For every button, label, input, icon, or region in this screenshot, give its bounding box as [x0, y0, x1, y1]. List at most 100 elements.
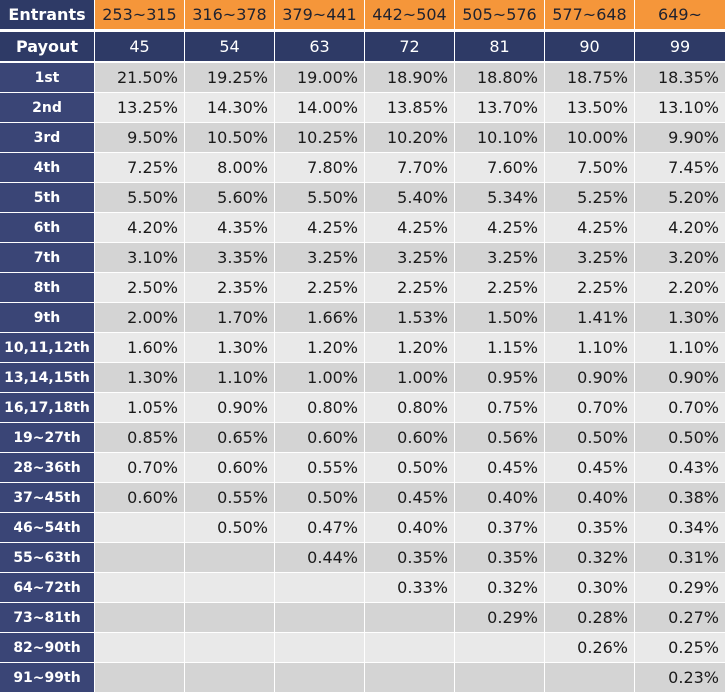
payout-percentage: 0.90%: [185, 393, 275, 423]
payout-percentage: 1.05%: [95, 393, 185, 423]
payout-percentage: 4.35%: [185, 213, 275, 243]
payout-percentage: 14.00%: [275, 93, 365, 123]
payout-percentage: 4.25%: [455, 213, 545, 243]
payout-percentage: 7.45%: [635, 153, 725, 183]
payout-percentage: 5.50%: [95, 183, 185, 213]
payout-percentage: 0.70%: [95, 453, 185, 483]
place-label: 9th: [0, 303, 95, 333]
payout-percentage: 3.25%: [455, 243, 545, 273]
table-row: 2nd 13.25% 14.30% 14.00% 13.85% 13.70% 13.50% 1…: [0, 93, 725, 123]
place-label: 1st: [0, 63, 95, 93]
payout-percentage: 9.90%: [635, 123, 725, 153]
place-label: 10,11,12th: [0, 333, 95, 363]
payout-percentage: 0.60%: [275, 423, 365, 453]
payout-percentage: 4.20%: [635, 213, 725, 243]
payout-percentage: 0.90%: [635, 363, 725, 393]
payout-percentage: 0.50%: [365, 453, 455, 483]
payout-percentage: 0.60%: [365, 423, 455, 453]
payout-percentage: 10.00%: [545, 123, 635, 153]
payout-percentage: 21.50%: [95, 63, 185, 93]
payout-percentage: 5.25%: [545, 183, 635, 213]
table-row: 3rd 9.50% 10.50% 10.25% 10.20% 10.10% 10.00% 9.…: [0, 123, 725, 153]
place-label: 6th: [0, 213, 95, 243]
payout-count: 45: [95, 32, 185, 62]
payout-count-row: Payout 45 54 63 72 81 90 99: [0, 32, 725, 62]
entrants-range: 577~648: [545, 0, 635, 30]
payout-percentage: 14.30%: [185, 93, 275, 123]
payout-percentage: 0.30%: [545, 573, 635, 603]
table-row: 64~72th 0.33% 0.32% 0.30% 0.29%: [0, 573, 725, 603]
payout-percentage: 0.34%: [635, 513, 725, 543]
table-row: 55~63th 0.44% 0.35% 0.35% 0.32% 0.31%: [0, 543, 725, 573]
payout-percentage: 7.80%: [275, 153, 365, 183]
payout-percentage: 3.25%: [365, 243, 455, 273]
payout-percentage: 0.40%: [545, 483, 635, 513]
payout-percentage: [275, 573, 365, 603]
payout-percentage: 0.90%: [545, 363, 635, 393]
place-label: 19~27th: [0, 423, 95, 453]
payout-percentage: [455, 633, 545, 663]
entrants-range: 379~441: [275, 0, 365, 30]
table-row: 1st 21.50% 19.25% 19.00% 18.90% 18.80% 18.75% 1…: [0, 63, 725, 93]
payout-percentage: 0.28%: [545, 603, 635, 633]
payout-percentage: 1.00%: [275, 363, 365, 393]
payout-percentage: 19.25%: [185, 63, 275, 93]
payout-percentage: 18.80%: [455, 63, 545, 93]
payout-percentage: 0.56%: [455, 423, 545, 453]
place-label: 3rd: [0, 123, 95, 153]
payout-percentage: 0.43%: [635, 453, 725, 483]
payout-percentage: 8.00%: [185, 153, 275, 183]
payout-percentage: [365, 633, 455, 663]
place-label: 55~63th: [0, 543, 95, 573]
payout-percentage: [275, 663, 365, 693]
payout-percentage: 0.29%: [455, 603, 545, 633]
payout-percentage: 1.15%: [455, 333, 545, 363]
place-label: 37~45th: [0, 483, 95, 513]
payout-percentage: 0.29%: [635, 573, 725, 603]
entrants-range: 253~315: [95, 0, 185, 30]
payout-percentage: 1.66%: [275, 303, 365, 333]
payout-percentage: 3.25%: [275, 243, 365, 273]
table-row: 28~36th 0.70% 0.60% 0.55% 0.50% 0.45% 0.45% 0.4…: [0, 453, 725, 483]
place-label: 46~54th: [0, 513, 95, 543]
payout-percentage: 2.25%: [275, 273, 365, 303]
payout-percentage: 0.50%: [275, 483, 365, 513]
payout-count: 99: [635, 32, 725, 62]
payout-percentage: 0.80%: [275, 393, 365, 423]
payout-percentage: 0.27%: [635, 603, 725, 633]
payout-percentage: 3.20%: [635, 243, 725, 273]
payout-percentage: 1.30%: [95, 363, 185, 393]
payout-percentage: 3.10%: [95, 243, 185, 273]
payout-percentage: 13.25%: [95, 93, 185, 123]
payout-percentage: 0.55%: [185, 483, 275, 513]
payout-percentage: 7.70%: [365, 153, 455, 183]
place-label: 5th: [0, 183, 95, 213]
entrants-range: 649~: [635, 0, 725, 30]
place-label: 28~36th: [0, 453, 95, 483]
payout-percentage: 5.60%: [185, 183, 275, 213]
payout-percentage: [185, 633, 275, 663]
payout-percentage: 0.23%: [635, 663, 725, 693]
place-label: 73~81th: [0, 603, 95, 633]
payout-percentage: 0.80%: [365, 393, 455, 423]
payout-percentage: 10.25%: [275, 123, 365, 153]
payout-percentage: [365, 603, 455, 633]
payout-percentage: [275, 633, 365, 663]
payout-percentage: 13.85%: [365, 93, 455, 123]
payout-percentage: [275, 603, 365, 633]
payout-percentage: 7.50%: [545, 153, 635, 183]
table-row: 5th 5.50% 5.60% 5.50% 5.40% 5.34% 5.25% 5.20%: [0, 183, 725, 213]
table-row: 19~27th 0.85% 0.65% 0.60% 0.60% 0.56% 0.50% 0.5…: [0, 423, 725, 453]
place-label: 13,14,15th: [0, 363, 95, 393]
payout-percentage: 0.38%: [635, 483, 725, 513]
table-row: 82~90th 0.26% 0.25%: [0, 633, 725, 663]
payout-percentage: 5.34%: [455, 183, 545, 213]
payout-percentage: 2.50%: [95, 273, 185, 303]
table-row: 46~54th 0.50% 0.47% 0.40% 0.37% 0.35% 0.34%: [0, 513, 725, 543]
table-row: 91~99th 0.23%: [0, 663, 725, 693]
payout-percentage: 0.47%: [275, 513, 365, 543]
table-row: 73~81th 0.29% 0.28% 0.27%: [0, 603, 725, 633]
payout-percentage: 1.30%: [635, 303, 725, 333]
table-row: 10,11,12th 1.60% 1.30% 1.20% 1.20% 1.15% 1.10%…: [0, 333, 725, 363]
